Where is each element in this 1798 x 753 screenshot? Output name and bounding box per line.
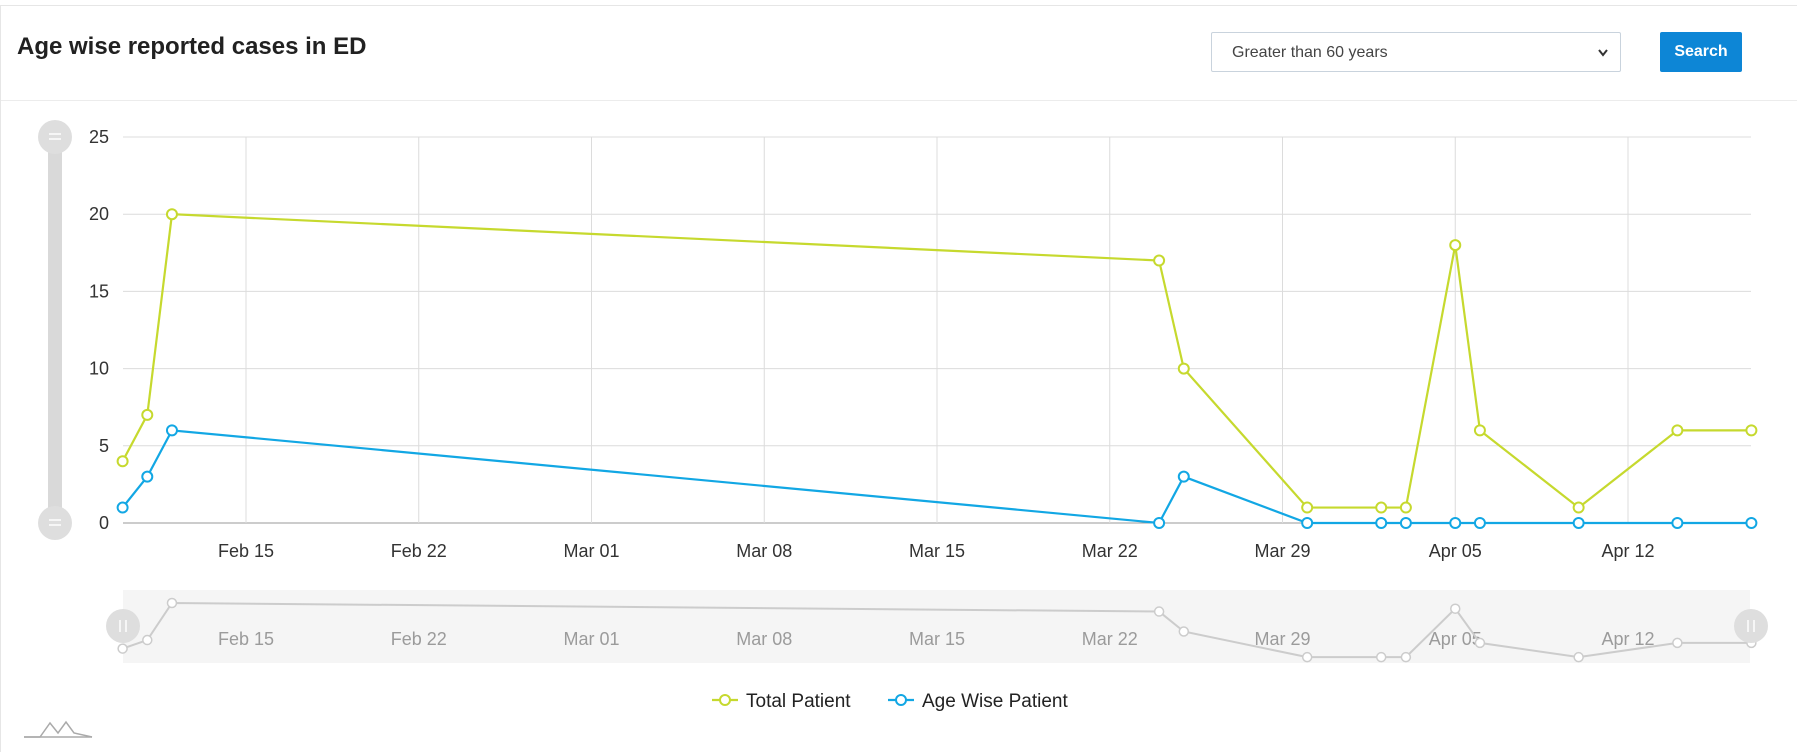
zoom-point — [1400, 651, 1412, 663]
y-tick-label: 25 — [89, 127, 109, 147]
chart-legend: Total Patient Age Wise Patient — [712, 691, 1068, 712]
data-point[interactable] — [1153, 517, 1166, 529]
zoom-tick-label: Mar 22 — [1082, 629, 1138, 649]
x-tick-label: Mar 01 — [563, 541, 619, 561]
zoom-tick-label: Mar 15 — [909, 629, 965, 649]
data-point[interactable] — [1745, 424, 1758, 437]
x-axis-ticks: Feb 15 Feb 22 Mar 01 Mar 08 Mar 15 Mar 22 Mar … — [218, 541, 1655, 561]
x-tick-label: Feb 15 — [218, 541, 274, 561]
data-point[interactable] — [1301, 517, 1314, 529]
data-point[interactable] — [1301, 501, 1314, 514]
y-tick-label: 5 — [99, 436, 109, 456]
data-point[interactable] — [1745, 517, 1758, 529]
chevron-down-icon — [1596, 33, 1610, 88]
zoom-tick-label: Feb 22 — [391, 629, 447, 649]
zoom-point — [1375, 651, 1387, 663]
data-point[interactable] — [1473, 424, 1486, 437]
x-tick-label: Mar 08 — [736, 541, 792, 561]
data-point[interactable] — [1177, 362, 1190, 375]
data-point[interactable] — [141, 470, 154, 483]
data-point[interactable] — [1177, 470, 1190, 483]
card-header: Age wise reported cases in ED Greater th… — [1, 6, 1797, 101]
age-group-select[interactable]: Greater than 60 years — [1211, 32, 1621, 72]
y-tick-label: 0 — [99, 513, 109, 533]
y-slider-top-handle[interactable] — [38, 120, 72, 154]
zoom-point — [142, 634, 153, 646]
zoom-right-handle[interactable] — [1734, 609, 1768, 643]
zoom-point — [1178, 626, 1190, 637]
data-point[interactable] — [1449, 517, 1462, 529]
data-point[interactable] — [1399, 517, 1412, 529]
zoom-tick-label: Mar 08 — [736, 629, 792, 649]
zoom-window[interactable] — [123, 590, 1750, 663]
legend-label: Age Wise Patient — [922, 691, 1068, 712]
zoom-left-handle[interactable] — [106, 609, 140, 643]
y-axis-ticks: 0 5 10 15 20 25 — [89, 127, 109, 533]
search-button[interactable]: Search — [1660, 32, 1742, 72]
zoom-axis-ticks: Feb 15 Feb 22 Mar 01 Mar 08 Mar 15 Mar 22 Mar … — [218, 629, 1655, 649]
zoom-tick-label: Apr 12 — [1601, 629, 1654, 649]
page-title: Age wise reported cases in ED — [17, 33, 367, 60]
data-point[interactable] — [1473, 517, 1486, 529]
zoom-tick-label: Mar 01 — [563, 629, 619, 649]
x-tick-label: Mar 15 — [909, 541, 965, 561]
chart-series — [116, 208, 1758, 529]
legend-item[interactable]: Age Wise Patient — [888, 691, 1068, 712]
legend-swatch-marker — [719, 694, 731, 706]
y-tick-label: 20 — [89, 204, 109, 224]
chart-toggle-icon[interactable] — [24, 720, 93, 738]
x-tick-label: Mar 29 — [1254, 541, 1310, 561]
age-group-select-value: Greater than 60 years — [1232, 44, 1388, 61]
data-point[interactable] — [1572, 501, 1585, 514]
data-point[interactable] — [1671, 517, 1684, 529]
y-tick-label: 15 — [89, 281, 109, 301]
legend-item[interactable]: Total Patient — [712, 691, 851, 712]
zoom-point — [1301, 651, 1313, 663]
y-range-slider[interactable] — [38, 120, 72, 540]
zoom-point — [1450, 603, 1461, 614]
legend-swatch-marker — [895, 694, 907, 706]
zoom-tick-label: Apr 05 — [1429, 629, 1482, 649]
chart-grid — [123, 136, 1751, 524]
x-tick-label: Mar 22 — [1082, 541, 1138, 561]
zoom-point — [1573, 651, 1584, 663]
data-point[interactable] — [141, 408, 154, 421]
zoom-point — [1153, 606, 1165, 617]
data-point[interactable] — [1375, 501, 1388, 514]
zoom-point — [1672, 637, 1683, 649]
zoom-tick-label: Feb 15 — [218, 629, 274, 649]
y-tick-label: 10 — [89, 359, 109, 379]
zoom-point — [1474, 637, 1486, 649]
zoom-tick-label: Mar 29 — [1254, 629, 1310, 649]
data-point[interactable] — [1671, 424, 1684, 437]
y-slider-bottom-handle[interactable] — [38, 506, 72, 540]
zoom-point — [166, 597, 178, 609]
y-slider-track[interactable] — [48, 137, 62, 523]
data-point[interactable] — [1153, 254, 1166, 267]
x-tick-label: Feb 22 — [391, 541, 447, 561]
legend-label: Total Patient — [746, 691, 851, 712]
zoom-preview-points — [117, 597, 1757, 663]
x-tick-label: Apr 12 — [1601, 541, 1654, 561]
data-point[interactable] — [1572, 517, 1585, 529]
zoom-point — [117, 643, 128, 654]
x-tick-label: Apr 05 — [1429, 541, 1482, 561]
data-point[interactable] — [116, 501, 129, 514]
data-point[interactable] — [116, 455, 129, 468]
data-point[interactable] — [165, 424, 178, 437]
data-point[interactable] — [1399, 501, 1412, 514]
data-point[interactable] — [165, 208, 178, 221]
data-point[interactable] — [1449, 239, 1462, 252]
data-point[interactable] — [1375, 517, 1388, 529]
data-zoom-slider[interactable]: Feb 15 Feb 22 Mar 01 Mar 08 Mar 15 Mar 22 Mar … — [106, 590, 1768, 663]
